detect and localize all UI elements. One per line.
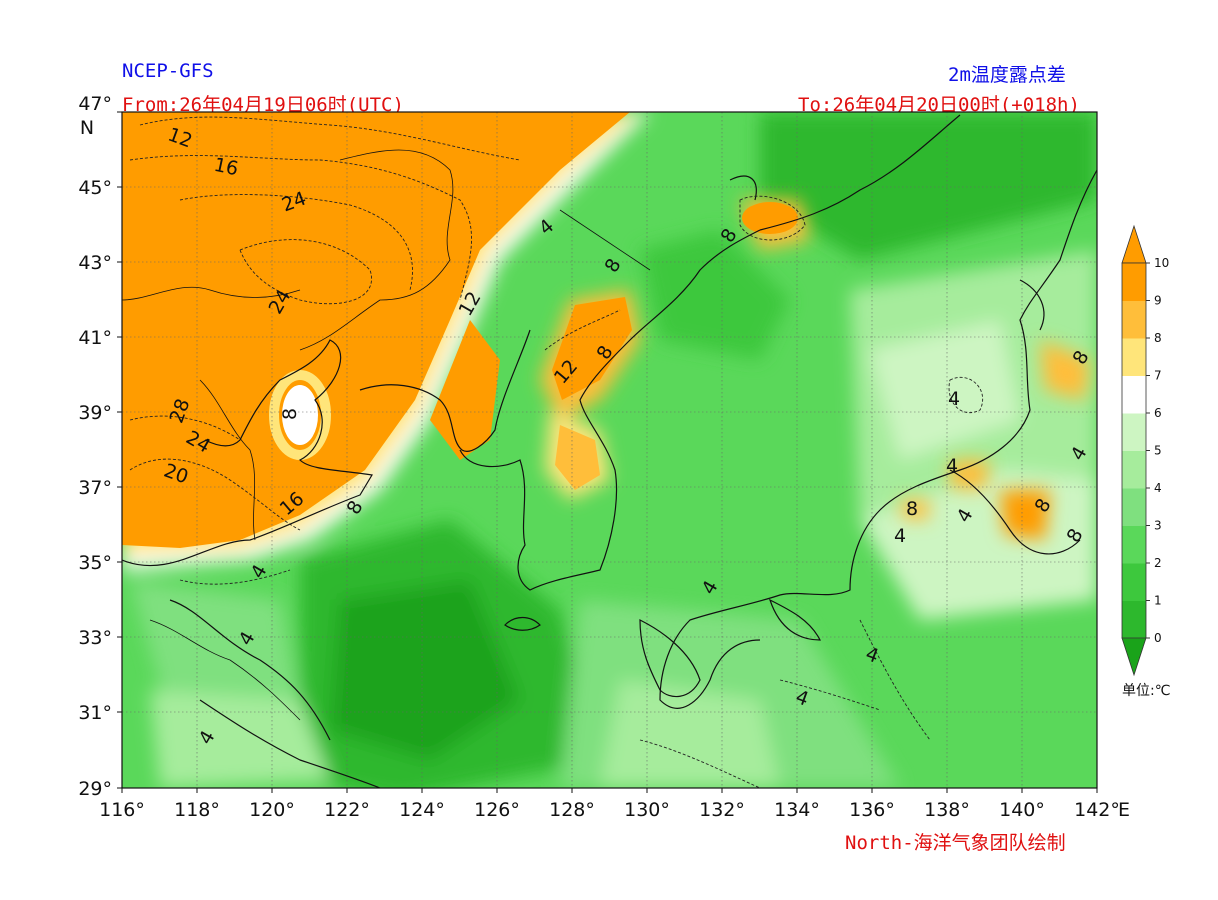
lon-label: 142°	[1074, 799, 1120, 821]
lon-label: 124°	[399, 799, 445, 821]
lat-label: 37°	[78, 477, 112, 499]
lat-label: 29°	[78, 778, 112, 800]
colorbar-segment	[1122, 300, 1146, 339]
coastlines	[122, 114, 1097, 788]
colorbar-segment	[1122, 600, 1146, 639]
contour-label: 4	[894, 525, 906, 547]
colorbar-bottom-arrow	[1121, 637, 1147, 677]
colorbar-segment	[1122, 263, 1146, 301]
colorbar-tick-label: 2	[1154, 556, 1162, 570]
contour-label: 8	[279, 408, 301, 420]
credit-label: North-海洋气象团队绘制	[845, 832, 1066, 854]
colorbar-top-arrow	[1121, 224, 1147, 264]
colorbar-segment	[1122, 488, 1146, 526]
colorbar-tick-label: 9	[1154, 294, 1162, 308]
contour-label: 16	[212, 154, 240, 181]
colorbar-tick-label: 5	[1154, 444, 1162, 458]
model-label: NCEP-GFS	[122, 60, 214, 82]
lon-label: 122°	[324, 799, 370, 821]
colorbar-tick-label: 0	[1154, 631, 1162, 645]
colorbar-segment	[1122, 338, 1146, 376]
colorbar-segment	[1122, 563, 1146, 601]
lat-label: 31°	[78, 702, 112, 724]
field-shading	[122, 112, 1097, 788]
colorbar-segment	[1122, 450, 1146, 489]
lon-labels: 116° 118° 120° 122° 124° 126° 128° 130° …	[99, 799, 1130, 821]
graticule	[122, 112, 1097, 788]
colorbar-tick-label: 4	[1154, 481, 1162, 495]
variable-title: 2m温度露点差	[948, 64, 1066, 86]
lon-label: 134°	[774, 799, 820, 821]
lon-label: 138°	[924, 799, 970, 821]
colorbar: 0 1 2 3 4 5 6 7 8 9 10	[1121, 224, 1169, 677]
to-time: To:26年04月20日00时(+018h)	[798, 94, 1080, 116]
colorbar-tick-label: 8	[1154, 331, 1162, 345]
colorbar-segment	[1122, 413, 1146, 451]
colorbar-tick-label: 7	[1154, 369, 1162, 383]
colorbar-tick-label: 3	[1154, 519, 1162, 533]
lat-label: 35°	[78, 552, 112, 574]
lon-label: 136°	[849, 799, 895, 821]
lon-label: 118°	[174, 799, 220, 821]
lat-label: 43°	[78, 252, 112, 274]
lon-label: 128°	[549, 799, 595, 821]
lon-label: 140°	[999, 799, 1045, 821]
colorbar-tick-label: 1	[1154, 594, 1162, 608]
contour-label: 8	[906, 498, 918, 520]
lat-label: 41°	[78, 327, 112, 349]
lon-label: 130°	[624, 799, 670, 821]
lon-unit: E	[1118, 799, 1130, 821]
lat-label: 39°	[78, 402, 112, 424]
lat-label: 47°	[78, 93, 112, 115]
colorbar-segment	[1122, 525, 1146, 564]
lon-label: 116°	[99, 799, 145, 821]
contour-label: 4	[946, 455, 958, 477]
tick-marks	[117, 111, 1098, 793]
admin-borders	[122, 149, 651, 721]
lat-label: 33°	[78, 627, 112, 649]
colorbar-unit-label: 单位:℃	[1122, 683, 1171, 699]
plot-frame	[121, 111, 1098, 789]
contour-label: 4	[948, 388, 960, 410]
colorbar-tick-label: 10	[1154, 256, 1169, 270]
contour-lines	[129, 116, 984, 788]
lon-label: 120°	[249, 799, 295, 821]
lon-label: 126°	[474, 799, 520, 821]
lon-label: 132°	[699, 799, 745, 821]
lat-unit: N	[80, 117, 94, 139]
colorbar-segment	[1122, 375, 1146, 414]
from-time: From:26年04月19日06时(UTC)	[122, 94, 404, 116]
colorbar-tick-label: 6	[1154, 406, 1162, 420]
lat-label: 45°	[78, 177, 112, 199]
lat-labels: 47° N 45° 43° 41° 39° 37° 35° 33° 31° 29…	[78, 93, 112, 800]
